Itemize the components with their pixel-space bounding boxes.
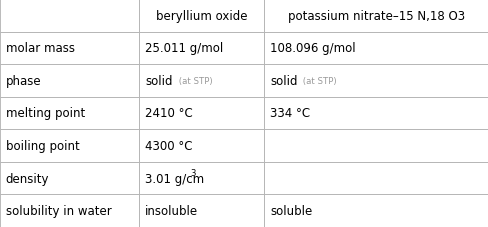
Bar — [0, 32, 139, 65]
Text: 4300 °C: 4300 °C — [145, 139, 192, 152]
Bar — [139, 162, 264, 195]
Bar — [264, 65, 488, 97]
Bar — [264, 0, 488, 32]
Text: (at STP): (at STP) — [300, 76, 336, 86]
Bar — [0, 0, 139, 32]
Text: 108.096 g/mol: 108.096 g/mol — [269, 42, 355, 55]
Bar — [139, 0, 264, 32]
Text: insoluble: insoluble — [145, 204, 198, 217]
Text: beryllium oxide: beryllium oxide — [156, 10, 247, 23]
Text: phase: phase — [6, 75, 41, 88]
Bar — [0, 130, 139, 162]
Text: solid: solid — [145, 75, 172, 88]
Text: melting point: melting point — [6, 107, 85, 120]
Text: (at STP): (at STP) — [175, 76, 212, 86]
Text: molar mass: molar mass — [6, 42, 75, 55]
Bar — [264, 195, 488, 227]
Bar — [139, 65, 264, 97]
Bar — [139, 130, 264, 162]
Bar — [264, 32, 488, 65]
Text: soluble: soluble — [269, 204, 311, 217]
Text: 25.011 g/mol: 25.011 g/mol — [145, 42, 223, 55]
Bar — [0, 65, 139, 97]
Text: potassium nitrate–15 N,18 O3: potassium nitrate–15 N,18 O3 — [287, 10, 464, 23]
Text: 3: 3 — [190, 168, 196, 177]
Bar — [264, 130, 488, 162]
Bar — [139, 32, 264, 65]
Text: 2410 °C: 2410 °C — [145, 107, 193, 120]
Bar — [264, 162, 488, 195]
Text: 3.01 g/cm: 3.01 g/cm — [145, 172, 204, 185]
Text: boiling point: boiling point — [6, 139, 80, 152]
Bar — [139, 195, 264, 227]
Bar — [264, 97, 488, 130]
Bar — [0, 97, 139, 130]
Text: solubility in water: solubility in water — [6, 204, 111, 217]
Text: density: density — [6, 172, 49, 185]
Text: solid: solid — [269, 75, 297, 88]
Text: 334 °C: 334 °C — [269, 107, 309, 120]
Bar — [0, 162, 139, 195]
Bar — [139, 97, 264, 130]
Bar — [0, 195, 139, 227]
